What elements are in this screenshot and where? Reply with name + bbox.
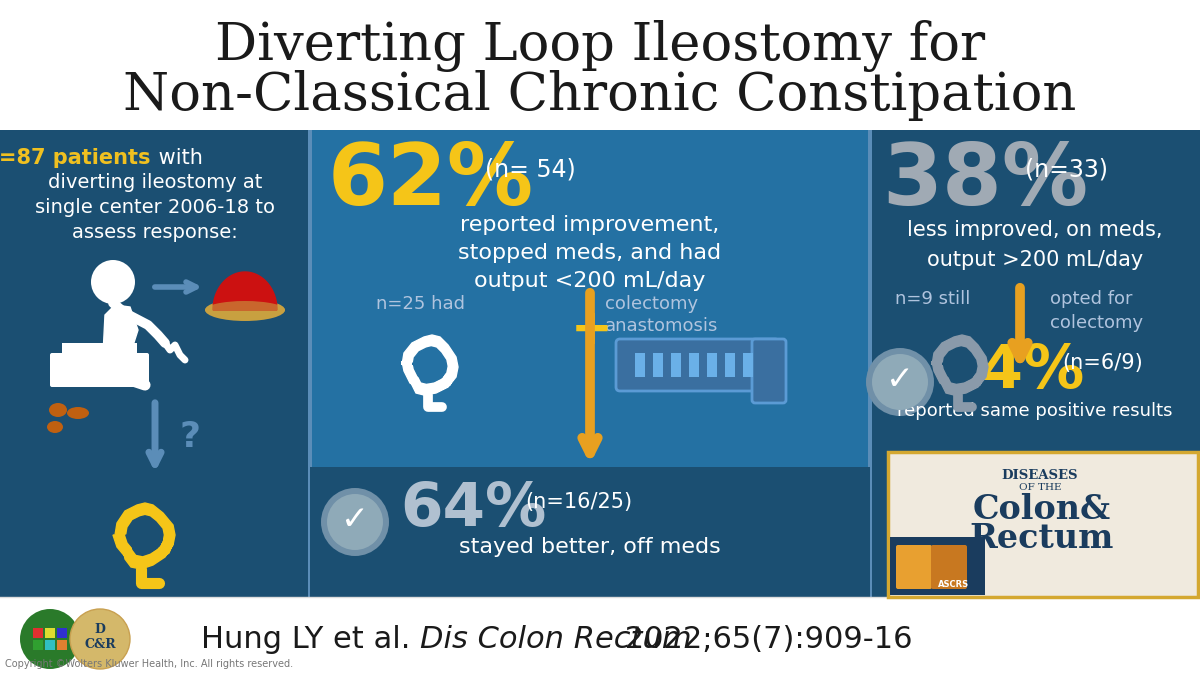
Polygon shape — [402, 335, 458, 395]
Bar — [58, 640, 67, 650]
Text: anastomosis: anastomosis — [605, 317, 719, 335]
Text: ✓: ✓ — [341, 504, 370, 537]
Polygon shape — [103, 305, 138, 355]
Text: (n=16/25): (n=16/25) — [526, 492, 632, 512]
Text: reported improvement,: reported improvement, — [461, 215, 720, 235]
Text: 2022;65(7):909-16: 2022;65(7):909-16 — [616, 624, 912, 653]
Bar — [725, 353, 734, 377]
Polygon shape — [126, 516, 163, 556]
Polygon shape — [943, 347, 977, 383]
Text: less improved, on meds,: less improved, on meds, — [907, 220, 1163, 240]
Text: stopped meds, and had: stopped meds, and had — [458, 243, 721, 263]
Ellipse shape — [205, 301, 286, 319]
Bar — [890, 537, 985, 595]
Text: 38%: 38% — [882, 140, 1088, 223]
Circle shape — [326, 494, 383, 550]
Bar — [707, 353, 718, 377]
Bar — [46, 628, 55, 638]
Ellipse shape — [205, 299, 286, 321]
Text: output >200 mL/day: output >200 mL/day — [926, 250, 1144, 270]
Ellipse shape — [49, 403, 67, 417]
Bar — [46, 640, 55, 650]
Text: reported same positive results: reported same positive results — [898, 402, 1172, 420]
Bar — [653, 353, 662, 377]
Ellipse shape — [67, 407, 89, 419]
Polygon shape — [413, 347, 446, 383]
Text: output <200 mL/day: output <200 mL/day — [474, 271, 706, 291]
Bar — [868, 130, 872, 597]
Bar — [308, 130, 312, 597]
Text: 64%: 64% — [400, 480, 546, 539]
Text: Dis Colon Rectum: Dis Colon Rectum — [420, 624, 691, 653]
Bar — [888, 452, 1198, 597]
Text: 64%: 64% — [938, 342, 1085, 401]
Text: colectomy: colectomy — [605, 295, 698, 313]
Polygon shape — [932, 335, 988, 395]
Text: Hung LY et al.: Hung LY et al. — [200, 624, 420, 653]
Ellipse shape — [47, 421, 64, 433]
FancyBboxPatch shape — [616, 339, 779, 391]
FancyBboxPatch shape — [752, 339, 786, 403]
Text: OF THE: OF THE — [1019, 483, 1061, 492]
Text: ?: ? — [180, 420, 200, 454]
Text: single center 2006-18 to: single center 2006-18 to — [35, 198, 275, 217]
Circle shape — [91, 260, 134, 304]
Text: Copyright ©Wolters Kluwer Health, Inc. All rights reserved.: Copyright ©Wolters Kluwer Health, Inc. A… — [5, 659, 293, 669]
Bar — [635, 353, 646, 377]
Text: stayed better, off meds: stayed better, off meds — [460, 537, 721, 557]
FancyBboxPatch shape — [896, 545, 932, 589]
FancyBboxPatch shape — [931, 545, 967, 589]
Text: D
C&R: D C&R — [84, 623, 116, 651]
Bar — [62, 343, 137, 355]
Bar — [34, 640, 43, 650]
Bar — [0, 597, 1200, 675]
FancyBboxPatch shape — [50, 353, 149, 387]
Text: ASCRS: ASCRS — [938, 580, 970, 589]
Text: n=9 still: n=9 still — [895, 290, 971, 308]
Bar — [689, 353, 698, 377]
Bar — [743, 353, 754, 377]
Circle shape — [322, 488, 389, 556]
Circle shape — [872, 354, 928, 410]
Circle shape — [866, 348, 934, 416]
Polygon shape — [113, 503, 175, 569]
Text: opted for: opted for — [1050, 290, 1133, 308]
Text: (n=6/9): (n=6/9) — [1062, 353, 1142, 373]
Text: assess response:: assess response: — [72, 223, 238, 242]
Text: Diverting Loop Ileostomy for: Diverting Loop Ileostomy for — [215, 20, 985, 72]
Text: ✓: ✓ — [886, 364, 914, 396]
Text: n=87 patients: n=87 patients — [0, 148, 150, 168]
Text: Rectum: Rectum — [970, 522, 1114, 555]
Bar — [34, 628, 43, 638]
Text: +: + — [571, 306, 613, 354]
Text: Colon&: Colon& — [973, 493, 1111, 526]
Text: 62%: 62% — [328, 140, 534, 223]
Bar — [58, 628, 67, 638]
Text: with: with — [152, 148, 203, 168]
Bar — [0, 130, 1200, 597]
Polygon shape — [214, 272, 277, 310]
Text: Non-Classical Chronic Constipation: Non-Classical Chronic Constipation — [124, 70, 1076, 121]
Text: n=25 had: n=25 had — [376, 295, 466, 313]
Text: (n=33): (n=33) — [1025, 158, 1108, 182]
Circle shape — [70, 609, 130, 669]
Circle shape — [20, 609, 80, 669]
Bar — [671, 353, 682, 377]
Bar — [310, 130, 870, 597]
Bar — [310, 467, 870, 597]
Text: (n= 54): (n= 54) — [485, 158, 576, 182]
Text: DISEASES: DISEASES — [1002, 469, 1079, 482]
Text: diverting ileostomy at: diverting ileostomy at — [48, 173, 262, 192]
Text: colectomy: colectomy — [1050, 314, 1144, 332]
Bar — [0, 0, 1200, 130]
